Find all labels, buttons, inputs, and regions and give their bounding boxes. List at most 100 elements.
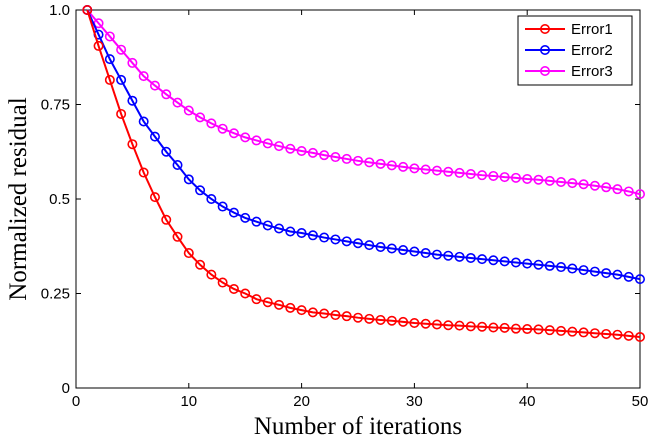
data-point-error3 <box>578 179 589 190</box>
data-point-error2 <box>634 274 645 285</box>
legend: Error1 Error2 Error3 <box>517 15 633 86</box>
data-point-error3 <box>138 71 149 82</box>
data-point-error3 <box>454 167 465 178</box>
series-line-error2 <box>86 9 641 281</box>
data-point-error1 <box>274 299 285 310</box>
series-layer <box>82 5 645 342</box>
data-point-error1 <box>443 320 454 331</box>
data-point-error3 <box>375 158 386 169</box>
x-tick-label: 40 <box>519 393 536 410</box>
axis-ticks: 0 10 20 30 40 50 0 0.25 0.5 0.75 1.0 <box>41 2 649 410</box>
data-point-error3 <box>274 141 285 152</box>
data-point-error2 <box>499 256 510 267</box>
data-point-error3 <box>307 147 318 158</box>
data-point-error1 <box>420 318 431 329</box>
data-point-error3 <box>116 44 127 55</box>
data-point-error1 <box>634 331 645 342</box>
data-point-error3 <box>420 164 431 175</box>
data-point-error1 <box>364 313 375 324</box>
data-point-error1 <box>522 324 533 335</box>
data-point-error2 <box>352 238 363 249</box>
data-point-error2 <box>364 240 375 251</box>
data-point-error2 <box>465 252 476 263</box>
data-point-error1 <box>386 315 397 326</box>
data-point-error1 <box>228 283 239 294</box>
data-point-error2 <box>149 131 160 142</box>
data-point-error1 <box>262 297 273 308</box>
data-point-error1 <box>556 325 567 336</box>
data-point-error3 <box>172 97 183 108</box>
data-point-error3 <box>319 150 330 161</box>
data-point-error1 <box>454 320 465 331</box>
data-point-error1 <box>172 231 183 242</box>
data-point-error3 <box>240 132 251 143</box>
data-point-error3 <box>364 157 375 168</box>
data-point-error1 <box>206 269 217 280</box>
data-point-error2 <box>228 207 239 218</box>
data-point-error1 <box>488 322 499 333</box>
data-point-error2 <box>386 243 397 254</box>
data-point-error1 <box>161 214 172 225</box>
data-point-error1 <box>533 324 544 335</box>
data-point-error2 <box>601 268 612 279</box>
data-point-error2 <box>544 260 555 271</box>
data-point-error3 <box>601 182 612 193</box>
data-point-error1 <box>296 305 307 316</box>
data-point-error2 <box>443 250 454 261</box>
data-point-error1 <box>612 329 623 340</box>
data-point-error3 <box>104 31 115 42</box>
y-tick-label: 0.5 <box>49 191 70 208</box>
data-point-error2 <box>488 255 499 266</box>
data-point-error2 <box>556 262 567 273</box>
data-point-error3 <box>544 175 555 186</box>
data-point-error3 <box>352 155 363 166</box>
y-tick-label: 0.25 <box>41 286 70 303</box>
data-point-error3 <box>296 145 307 156</box>
data-point-error3 <box>251 135 262 146</box>
data-point-error2 <box>262 220 273 231</box>
data-point-error3 <box>285 143 296 154</box>
data-point-error2 <box>116 74 127 85</box>
data-point-error2 <box>138 116 149 127</box>
legend-label: Error2 <box>571 42 613 59</box>
data-point-error3 <box>556 176 567 187</box>
data-point-error2 <box>127 95 138 106</box>
data-point-error2 <box>398 245 409 256</box>
data-point-error1 <box>127 139 138 150</box>
data-point-error1 <box>465 321 476 332</box>
data-point-error3 <box>488 170 499 181</box>
y-tick-label: 1.0 <box>49 2 70 19</box>
data-point-error2 <box>251 216 262 227</box>
data-point-error1 <box>499 322 510 333</box>
data-point-error1 <box>116 108 127 119</box>
data-point-error1 <box>567 326 578 337</box>
data-point-error1 <box>319 308 330 319</box>
data-point-error2 <box>307 230 318 241</box>
data-point-error1 <box>307 307 318 318</box>
data-point-error2 <box>240 212 251 223</box>
data-point-error2 <box>330 234 341 245</box>
data-point-error3 <box>409 163 420 174</box>
x-tick-label: 30 <box>406 393 423 410</box>
y-tick-label: 0 <box>62 380 70 397</box>
data-point-error3 <box>510 172 521 183</box>
data-point-error2 <box>420 248 431 259</box>
y-axis-label: Normalized residual <box>5 97 32 300</box>
data-point-error1 <box>431 319 442 330</box>
data-point-error3 <box>431 165 442 176</box>
data-point-error2 <box>172 159 183 170</box>
data-point-error2 <box>296 228 307 239</box>
data-point-error2 <box>454 251 465 262</box>
data-point-error3 <box>341 153 352 164</box>
data-point-error1 <box>601 328 612 339</box>
data-point-error1 <box>544 325 555 336</box>
data-point-error3 <box>330 152 341 163</box>
data-point-error1 <box>285 302 296 313</box>
data-point-error1 <box>217 277 228 288</box>
data-point-error1 <box>93 40 104 51</box>
x-tick-label: 50 <box>632 393 649 410</box>
x-axis-label: Number of iterations <box>254 413 462 440</box>
data-point-error1 <box>341 311 352 322</box>
data-point-error1 <box>251 294 262 305</box>
